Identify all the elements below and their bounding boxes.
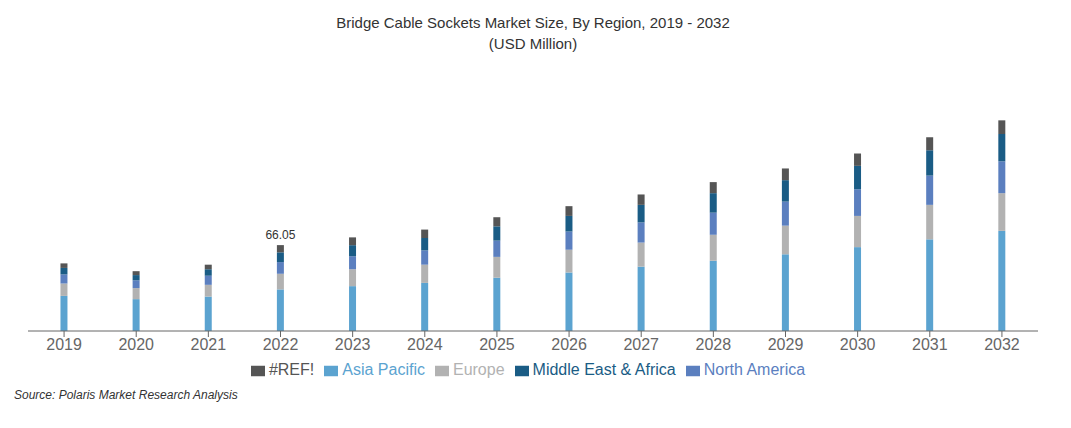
svg-text:2020: 2020 (118, 336, 154, 353)
svg-text:2030: 2030 (840, 336, 876, 353)
svg-text:2019: 2019 (46, 336, 82, 353)
svg-text:2025: 2025 (479, 336, 515, 353)
html-text:Asia Pacific: Asia Pacific (342, 361, 425, 378)
svg-text:2027: 2027 (623, 336, 659, 353)
svg-text:2021: 2021 (191, 336, 227, 353)
svg-text:2026: 2026 (551, 336, 587, 353)
svg-text:66.05: 66.05 (265, 228, 295, 242)
svg-text:2023: 2023 (335, 336, 371, 353)
svg-text:2031: 2031 (912, 336, 948, 353)
html-text:North America: North America (703, 361, 806, 378)
html-text:Middle East & Africa: Middle East & Africa (532, 361, 676, 378)
html-text:(USD Million): (USD Million) (488, 35, 578, 52)
html-text:Bridge Cable Sockets Market Si: Bridge Cable Sockets Market Size, By Reg… (336, 14, 730, 31)
svg-text:2028: 2028 (696, 336, 732, 353)
html-text:Source: Polaris Market Researc: Source: Polaris Market Research Analysis (14, 388, 238, 402)
svg-text:2024: 2024 (407, 336, 443, 353)
html-text:#REF!: #REF! (268, 361, 315, 378)
svg-text:2029: 2029 (768, 336, 804, 353)
svg-text:2022: 2022 (263, 336, 299, 353)
html-text:Europe: Europe (453, 361, 505, 378)
svg-text:2032: 2032 (984, 336, 1020, 353)
